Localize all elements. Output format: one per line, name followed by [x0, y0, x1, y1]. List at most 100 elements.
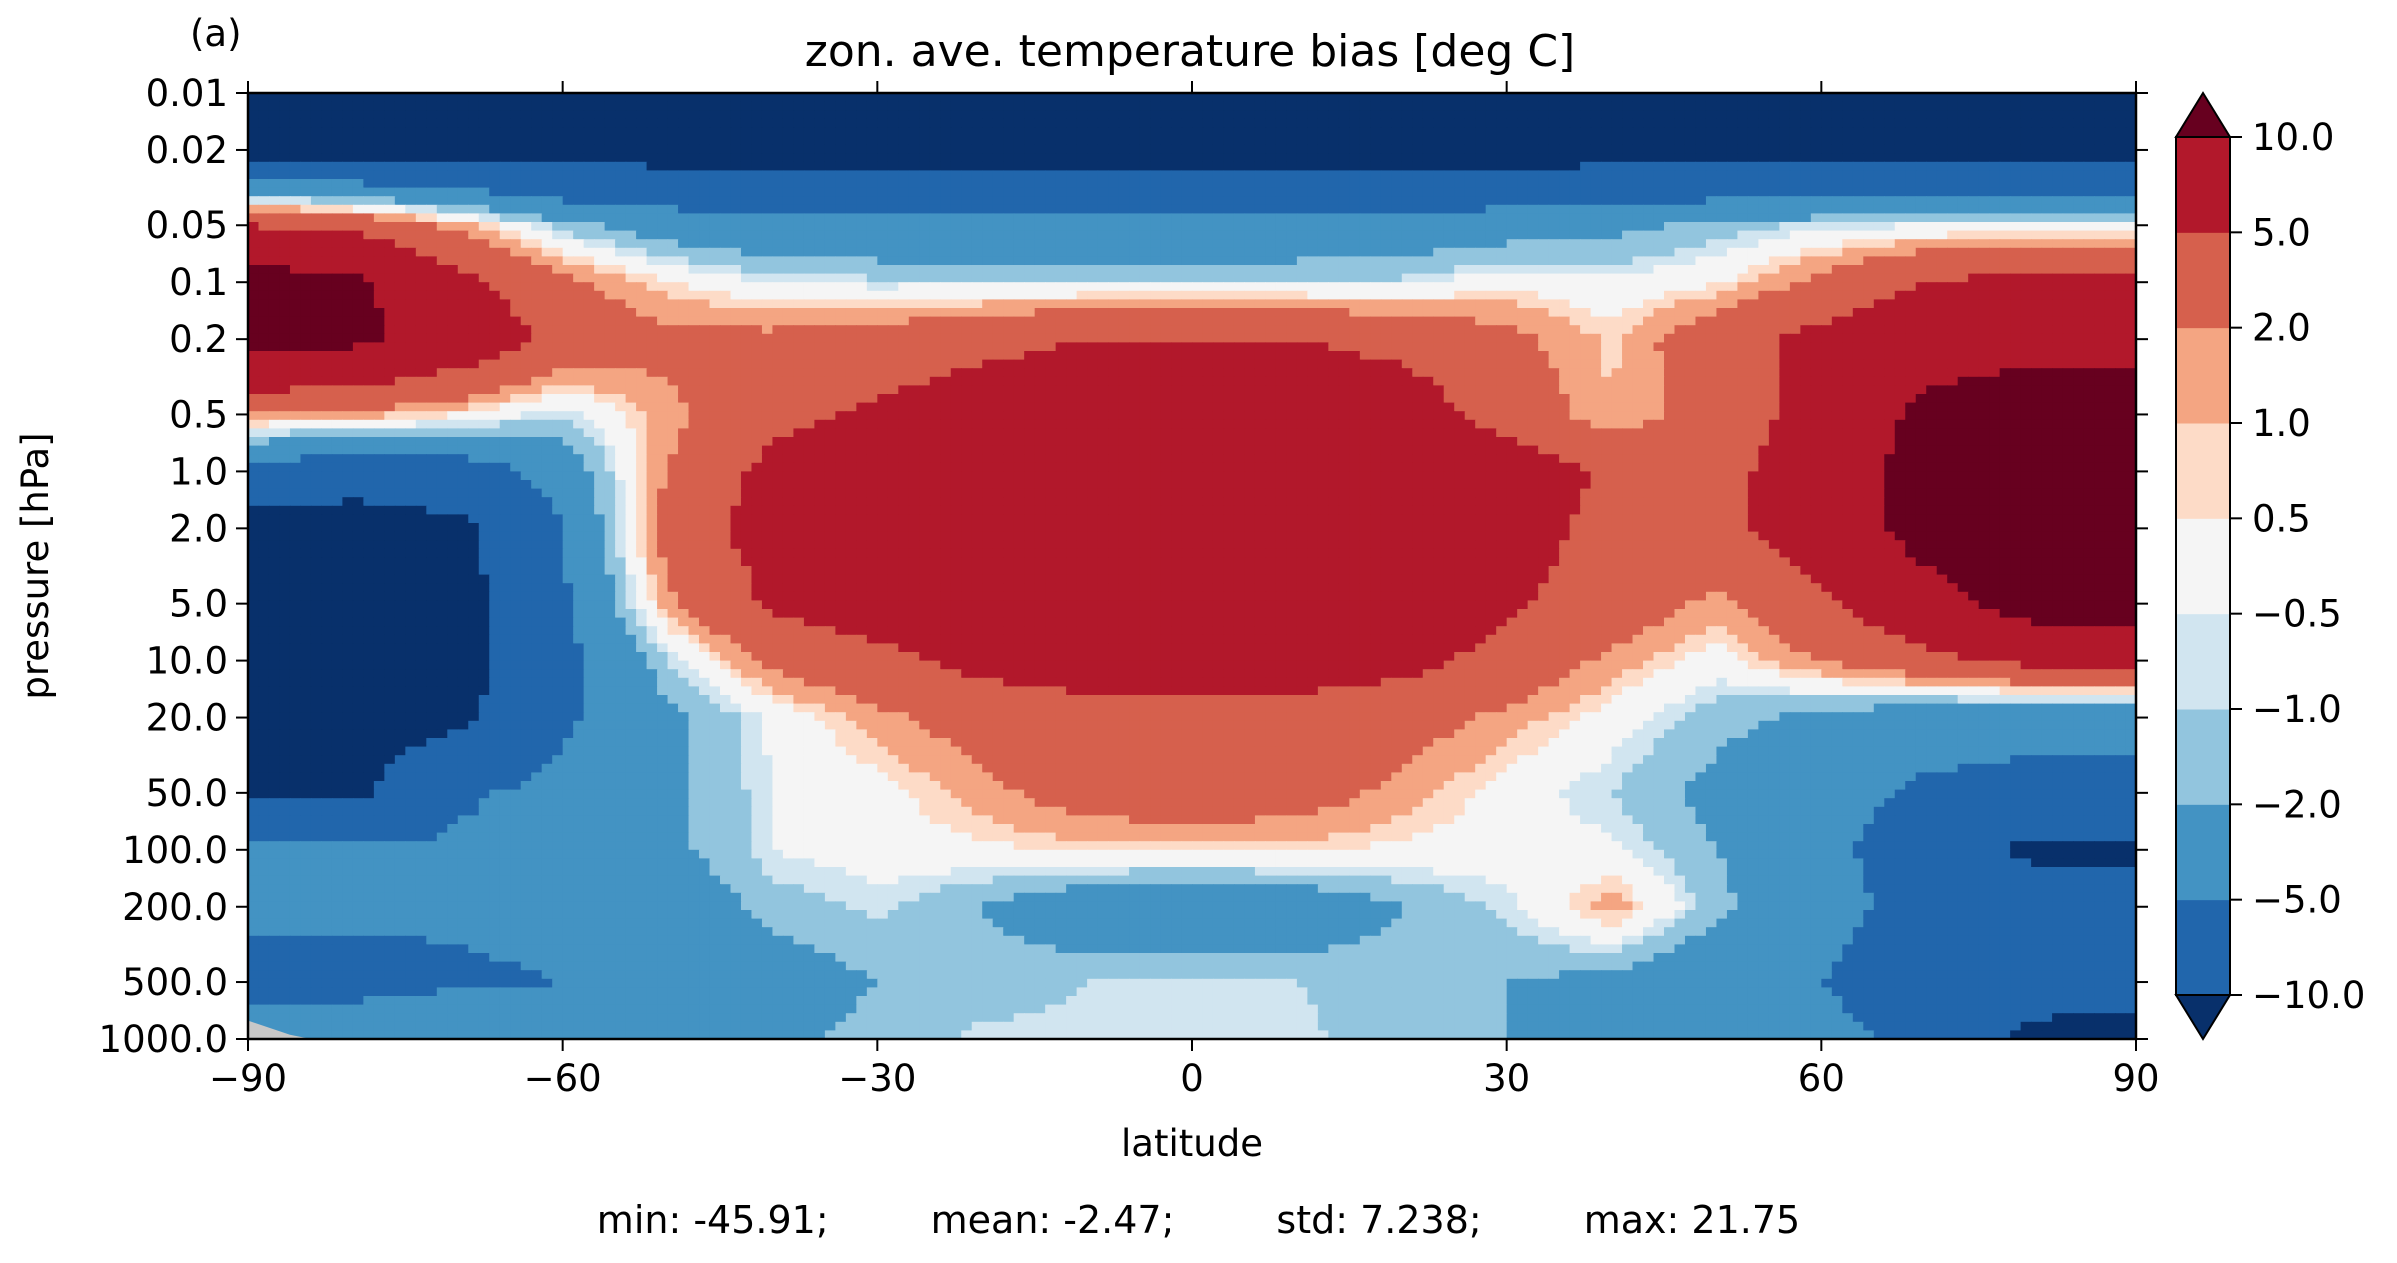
field-cell — [1360, 239, 1371, 248]
field-cell — [909, 231, 920, 240]
field-cell — [867, 299, 878, 308]
field-cell — [1223, 317, 1234, 326]
field-cell — [1475, 291, 1486, 300]
field-cell — [332, 119, 343, 128]
field-cell — [300, 110, 311, 119]
field-cell — [1507, 222, 1518, 231]
field-cell — [1035, 222, 1046, 231]
field-cell — [1349, 282, 1360, 291]
field-cell — [1790, 136, 1801, 145]
field-cell — [1716, 265, 1727, 274]
field-cell — [1633, 145, 1644, 154]
field-cell — [584, 110, 595, 119]
field-cell — [1402, 179, 1413, 188]
field-cell — [1622, 196, 1633, 205]
field-cell — [689, 282, 700, 291]
field-cell — [1916, 162, 1927, 171]
field-cell — [2031, 93, 2042, 102]
field-cell — [657, 205, 668, 214]
field-cell — [1779, 308, 1790, 317]
field-cell — [856, 256, 867, 265]
field-cell — [1475, 308, 1486, 317]
field-cell — [573, 145, 584, 154]
field-cell — [657, 102, 668, 111]
field-cell — [1842, 231, 1853, 240]
field-cell — [940, 317, 951, 326]
field-cell — [1832, 170, 1843, 179]
field-cell — [1339, 317, 1350, 326]
field-cell — [510, 127, 521, 136]
field-cell — [500, 265, 511, 274]
field-cell — [1024, 145, 1035, 154]
field-cell — [426, 308, 437, 317]
field-cell — [615, 145, 626, 154]
field-cell — [1842, 153, 1853, 162]
field-cell — [1108, 170, 1119, 179]
field-cell — [1884, 102, 1895, 111]
field-cell — [730, 102, 741, 111]
field-cell — [2063, 213, 2074, 222]
field-cell — [1339, 308, 1350, 317]
field-cell — [1643, 213, 1654, 222]
field-cell — [993, 102, 1004, 111]
field-cell — [689, 325, 700, 334]
field-cell — [689, 231, 700, 240]
field-cell — [1402, 317, 1413, 326]
field-cell — [1947, 119, 1958, 128]
field-cell — [1475, 170, 1486, 179]
field-cell — [1318, 179, 1329, 188]
field-cell — [1695, 145, 1706, 154]
field-cell — [1098, 231, 1109, 240]
field-cell — [2031, 317, 2042, 326]
field-cell — [1486, 299, 1497, 308]
field-cell — [384, 248, 395, 257]
field-cell — [1622, 188, 1633, 197]
field-cell — [279, 119, 290, 128]
field-cell — [1811, 179, 1822, 188]
field-cell — [1297, 136, 1308, 145]
field-cell — [573, 308, 584, 317]
field-cell — [877, 291, 888, 300]
field-cell — [395, 145, 406, 154]
field-cell — [2042, 222, 2053, 231]
field-cell — [1905, 102, 1916, 111]
field-cell — [542, 299, 553, 308]
field-cell — [1465, 308, 1476, 317]
field-cell — [835, 102, 846, 111]
field-cell — [689, 265, 700, 274]
field-cell — [1591, 248, 1602, 257]
field-cell — [657, 153, 668, 162]
field-cell — [1737, 317, 1748, 326]
field-cell — [1989, 179, 2000, 188]
field-cell — [1591, 231, 1602, 240]
field-cell — [1874, 188, 1885, 197]
field-cell — [730, 317, 741, 326]
field-cell — [1538, 213, 1549, 222]
field-cell — [1202, 222, 1213, 231]
field-cell — [2021, 248, 2032, 257]
field-cell — [793, 239, 804, 248]
field-cell — [2105, 205, 2116, 214]
field-cell — [426, 239, 437, 248]
field-cell — [2010, 256, 2021, 265]
field-cell — [982, 127, 993, 136]
field-cell — [1475, 222, 1486, 231]
field-cell — [521, 102, 532, 111]
field-cell — [1916, 145, 1927, 154]
field-cell — [2094, 188, 2105, 197]
field-cell — [615, 213, 626, 222]
field-cell — [1318, 317, 1329, 326]
field-cell — [458, 119, 469, 128]
field-cell — [1234, 231, 1245, 240]
field-cell — [2042, 196, 2053, 205]
field-cell — [300, 317, 311, 326]
field-cell — [982, 308, 993, 317]
field-cell — [2073, 179, 2084, 188]
field-cell — [353, 179, 364, 188]
field-cell — [269, 93, 280, 102]
field-cell — [1895, 179, 1906, 188]
field-cell — [1066, 205, 1077, 214]
field-cell — [1947, 170, 1958, 179]
field-cell — [1633, 188, 1644, 197]
field-cell — [1758, 162, 1769, 171]
